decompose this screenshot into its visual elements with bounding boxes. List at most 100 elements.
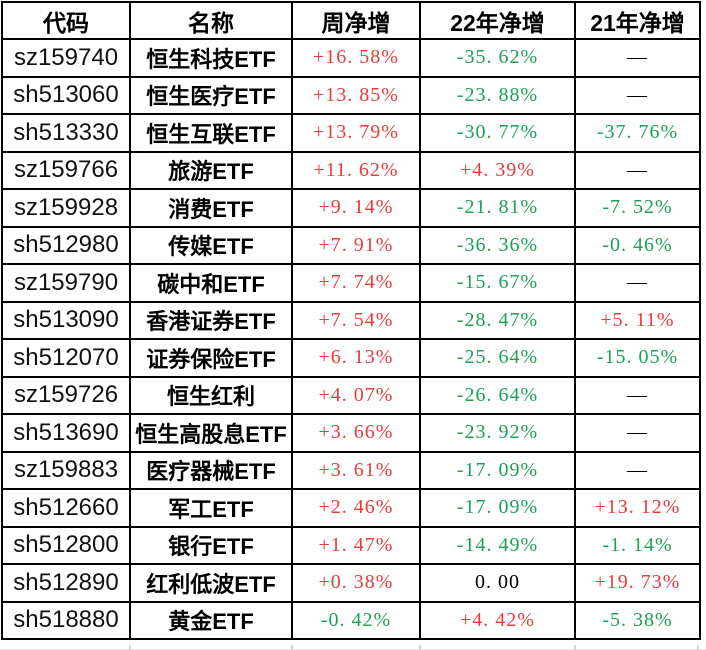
- table-row: sz159766 旅游ETF +11. 62% +4. 39% —: [1, 150, 701, 190]
- code-cell: sh513690: [1, 413, 131, 453]
- code-cell: sz159790: [1, 263, 131, 303]
- name-cell: 军工ETF: [129, 488, 293, 528]
- y2021-net-increase-cell: +13. 12%: [574, 488, 701, 528]
- col-header-2021-net-increase: 21年净增: [574, 1, 701, 40]
- table-row: sz159790 碳中和ETF +7. 74% -15. 67% —: [1, 263, 701, 303]
- table-row: sh512800 银行ETF +1. 47% -14. 49% -1. 14%: [1, 525, 701, 565]
- y2021-net-increase-cell: -7. 52%: [574, 188, 701, 228]
- y2021-net-increase-cell: —: [574, 450, 701, 490]
- table-row: sh513690 恒生高股息ETF +3. 66% -23. 92% —: [1, 413, 701, 453]
- y2022-net-increase-cell: -21. 81%: [419, 188, 576, 228]
- code-cell: sh513090: [1, 300, 131, 340]
- col-header-code: 代码: [1, 1, 131, 40]
- week-net-increase-cell: +11. 62%: [291, 150, 421, 190]
- y2021-net-increase-cell: -5. 38%: [574, 600, 701, 640]
- table-header: 代码 名称 周净增 22年净增 21年净增: [1, 1, 701, 40]
- code-cell: sh513060: [1, 75, 131, 115]
- y2022-net-increase-cell: -17. 09%: [419, 450, 576, 490]
- y2022-net-increase-cell: +4. 39%: [419, 150, 576, 190]
- name-cell: 红利低波ETF: [129, 563, 293, 603]
- week-net-increase-cell: +13. 79%: [291, 113, 421, 153]
- y2022-net-increase-cell: 0. 00: [419, 563, 576, 603]
- week-net-increase-cell: +3. 61%: [291, 450, 421, 490]
- name-cell: 碳中和ETF: [129, 263, 293, 303]
- code-cell: sz159928: [1, 188, 131, 228]
- y2021-net-increase-cell: +5. 11%: [574, 300, 701, 340]
- y2022-net-increase-cell: -23. 88%: [419, 75, 576, 115]
- header-row: 代码 名称 周净增 22年净增 21年净增: [1, 1, 701, 40]
- y2022-net-increase-cell: -28. 47%: [419, 300, 576, 340]
- table-row: sh512660 军工ETF +2. 46% -17. 09% +13. 12%: [1, 488, 701, 528]
- name-cell: 香港证券ETF: [129, 300, 293, 340]
- name-cell: 恒生高股息ETF: [129, 413, 293, 453]
- y2021-net-increase-cell: +19. 73%: [574, 563, 701, 603]
- etf-table: 代码 名称 周净增 22年净增 21年净增 sz159740 恒生科技ETF +16…: [1, 1, 701, 640]
- y2021-net-increase-cell: —: [574, 75, 701, 115]
- code-cell: sh518880: [1, 600, 131, 640]
- week-net-increase-cell: +4. 07%: [291, 375, 421, 415]
- col-header-name: 名称: [129, 1, 293, 40]
- y2021-net-increase-cell: —: [574, 263, 701, 303]
- name-cell: 证券保险ETF: [129, 338, 293, 378]
- y2022-net-increase-cell: -35. 62%: [419, 38, 576, 78]
- y2022-net-increase-cell: -25. 64%: [419, 338, 576, 378]
- table-row: sh513060 恒生医疗ETF +13. 85% -23. 88% —: [1, 75, 701, 115]
- col-header-2022-net-increase: 22年净增: [419, 1, 576, 40]
- name-cell: 消费ETF: [129, 188, 293, 228]
- code-cell: sh512980: [1, 225, 131, 265]
- week-net-increase-cell: +9. 14%: [291, 188, 421, 228]
- name-cell: 恒生红利: [129, 375, 293, 415]
- code-cell: sh512660: [1, 488, 131, 528]
- table-row: sh518880 黄金ETF -0. 42% +4. 42% -5. 38%: [1, 600, 701, 640]
- y2021-net-increase-cell: —: [574, 413, 701, 453]
- y2021-net-increase-cell: -1. 14%: [574, 525, 701, 565]
- code-cell: sz159883: [1, 450, 131, 490]
- table-row: sz159883 医疗器械ETF +3. 61% -17. 09% —: [1, 450, 701, 490]
- name-cell: 医疗器械ETF: [129, 450, 293, 490]
- code-cell: sh513330: [1, 113, 131, 153]
- y2022-net-increase-cell: -23. 92%: [419, 413, 576, 453]
- code-cell: sz159766: [1, 150, 131, 190]
- table-row: sh513090 香港证券ETF +7. 54% -28. 47% +5. 11%: [1, 300, 701, 340]
- cropped-row-grid-stub: [291, 645, 293, 650]
- y2022-net-increase-cell: -36. 36%: [419, 225, 576, 265]
- cropped-row-grid-stub: [419, 645, 421, 650]
- code-cell: sh512890: [1, 563, 131, 603]
- y2022-net-increase-cell: -26. 64%: [419, 375, 576, 415]
- y2021-net-increase-cell: —: [574, 38, 701, 78]
- y2022-net-increase-cell: -30. 77%: [419, 113, 576, 153]
- table-row: sz159726 恒生红利 +4. 07% -26. 64% —: [1, 375, 701, 415]
- y2022-net-increase-cell: -15. 67%: [419, 263, 576, 303]
- code-cell: sh512070: [1, 338, 131, 378]
- week-net-increase-cell: +0. 38%: [291, 563, 421, 603]
- name-cell: 银行ETF: [129, 525, 293, 565]
- table-row: sz159928 消费ETF +9. 14% -21. 81% -7. 52%: [1, 188, 701, 228]
- y2021-net-increase-cell: -15. 05%: [574, 338, 701, 378]
- name-cell: 恒生互联ETF: [129, 113, 293, 153]
- name-cell: 恒生科技ETF: [129, 38, 293, 78]
- y2021-net-increase-cell: —: [574, 150, 701, 190]
- cropped-row-grid-stub: [697, 645, 699, 650]
- cropped-row-grid-stub: [129, 645, 131, 650]
- etf-table-body: sz159740 恒生科技ETF +16. 58% -35. 62% — sh513060…: [1, 38, 701, 640]
- name-cell: 恒生医疗ETF: [129, 75, 293, 115]
- code-cell: sh512800: [1, 525, 131, 565]
- table-row: sh512070 证券保险ETF +6. 13% -25. 64% -15. 05%: [1, 338, 701, 378]
- name-cell: 旅游ETF: [129, 150, 293, 190]
- table-row: sh513330 恒生互联ETF +13. 79% -30. 77% -37. 76%: [1, 113, 701, 153]
- week-net-increase-cell: +3. 66%: [291, 413, 421, 453]
- name-cell: 传媒ETF: [129, 225, 293, 265]
- y2022-net-increase-cell: +4. 42%: [419, 600, 576, 640]
- code-cell: sz159740: [1, 38, 131, 78]
- table-row: sz159740 恒生科技ETF +16. 58% -35. 62% —: [1, 38, 701, 78]
- week-net-increase-cell: +7. 91%: [291, 225, 421, 265]
- code-cell: sz159726: [1, 375, 131, 415]
- col-header-week-net-increase: 周净增: [291, 1, 421, 40]
- week-net-increase-cell: +1. 47%: [291, 525, 421, 565]
- week-net-increase-cell: +13. 85%: [291, 75, 421, 115]
- week-net-increase-cell: +16. 58%: [291, 38, 421, 78]
- week-net-increase-cell: -0. 42%: [291, 600, 421, 640]
- y2021-net-increase-cell: -0. 46%: [574, 225, 701, 265]
- week-net-increase-cell: +6. 13%: [291, 338, 421, 378]
